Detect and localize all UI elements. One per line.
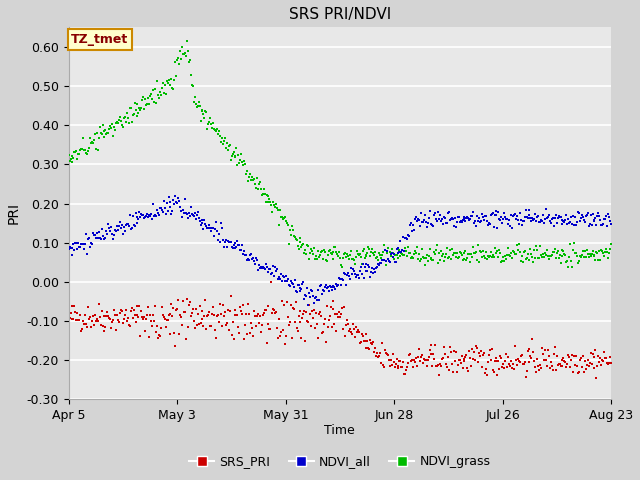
Title: SRS PRI/NDVI: SRS PRI/NDVI [289,7,391,22]
Text: TZ_tmet: TZ_tmet [71,33,129,46]
X-axis label: Time: Time [324,423,355,437]
Y-axis label: PRI: PRI [7,203,21,224]
Legend: SRS_PRI, NDVI_all, NDVI_grass: SRS_PRI, NDVI_all, NDVI_grass [184,450,495,473]
